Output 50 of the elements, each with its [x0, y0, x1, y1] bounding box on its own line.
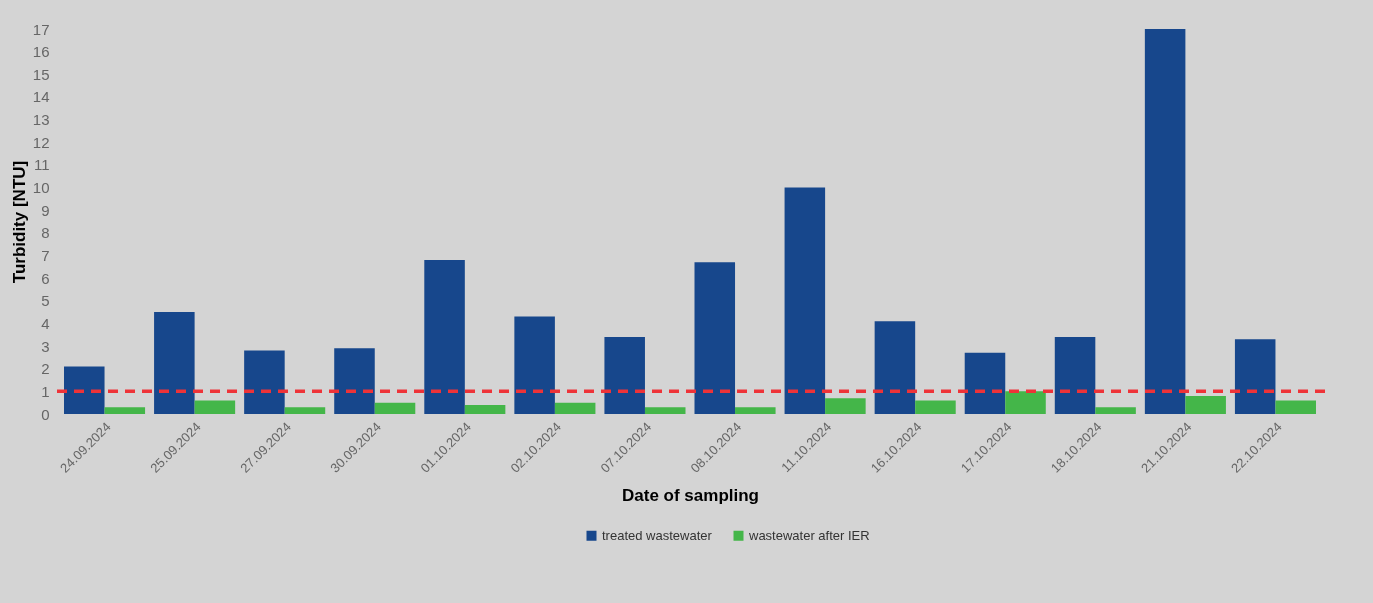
y-tick-label: 7: [41, 246, 50, 264]
y-tick-label: 13: [32, 111, 50, 129]
bar: [244, 350, 285, 414]
y-tick-label: 15: [32, 65, 50, 83]
bar: [825, 398, 866, 414]
y-tick-label: 12: [32, 133, 50, 151]
x-axis-title: Date of sampling: [622, 485, 759, 505]
bar: [964, 352, 1006, 414]
y-tick-label: 2: [41, 360, 50, 378]
bar: [464, 404, 506, 414]
y-tick-label: 3: [41, 337, 50, 355]
legend-label: treated wastewater: [602, 527, 713, 543]
bar: [424, 260, 465, 414]
legend-label: wastewater after IER: [748, 527, 870, 543]
y-tick-label: 17: [32, 20, 50, 38]
y-axis-title: Turbidity [NTU]: [9, 160, 29, 284]
bar: [374, 402, 416, 414]
bar: [64, 366, 105, 414]
y-tick-label: 5: [41, 292, 50, 310]
bar: [735, 407, 776, 414]
y-tick-label: 11: [33, 156, 50, 174]
y-tick-label: 0: [41, 405, 50, 423]
bar: [644, 407, 686, 414]
y-tick-label: 9: [41, 201, 50, 219]
bar: [1005, 391, 1046, 414]
bar: [784, 187, 826, 414]
y-tick-label: 1: [41, 382, 50, 400]
bar: [915, 400, 956, 414]
bar: [694, 262, 736, 414]
bar: [284, 407, 326, 414]
bar: [1275, 400, 1316, 414]
bar: [334, 348, 375, 414]
y-tick-label: 8: [41, 224, 50, 242]
y-tick-label: 4: [41, 314, 50, 332]
bar: [604, 337, 645, 414]
bar: [1144, 29, 1186, 414]
bar: [1234, 339, 1276, 414]
bar: [1095, 407, 1136, 414]
bar: [194, 400, 236, 414]
bar: [554, 402, 596, 414]
y-tick-label: 10: [32, 179, 50, 197]
bar: [514, 316, 555, 414]
y-tick-label: 6: [41, 269, 50, 287]
y-tick-label: 14: [32, 88, 50, 106]
bar: [104, 407, 146, 414]
bar: [1054, 337, 1096, 414]
y-tick-label: 16: [32, 43, 50, 61]
bar: [154, 312, 195, 414]
bar: [1185, 395, 1226, 414]
bar: [874, 321, 916, 414]
